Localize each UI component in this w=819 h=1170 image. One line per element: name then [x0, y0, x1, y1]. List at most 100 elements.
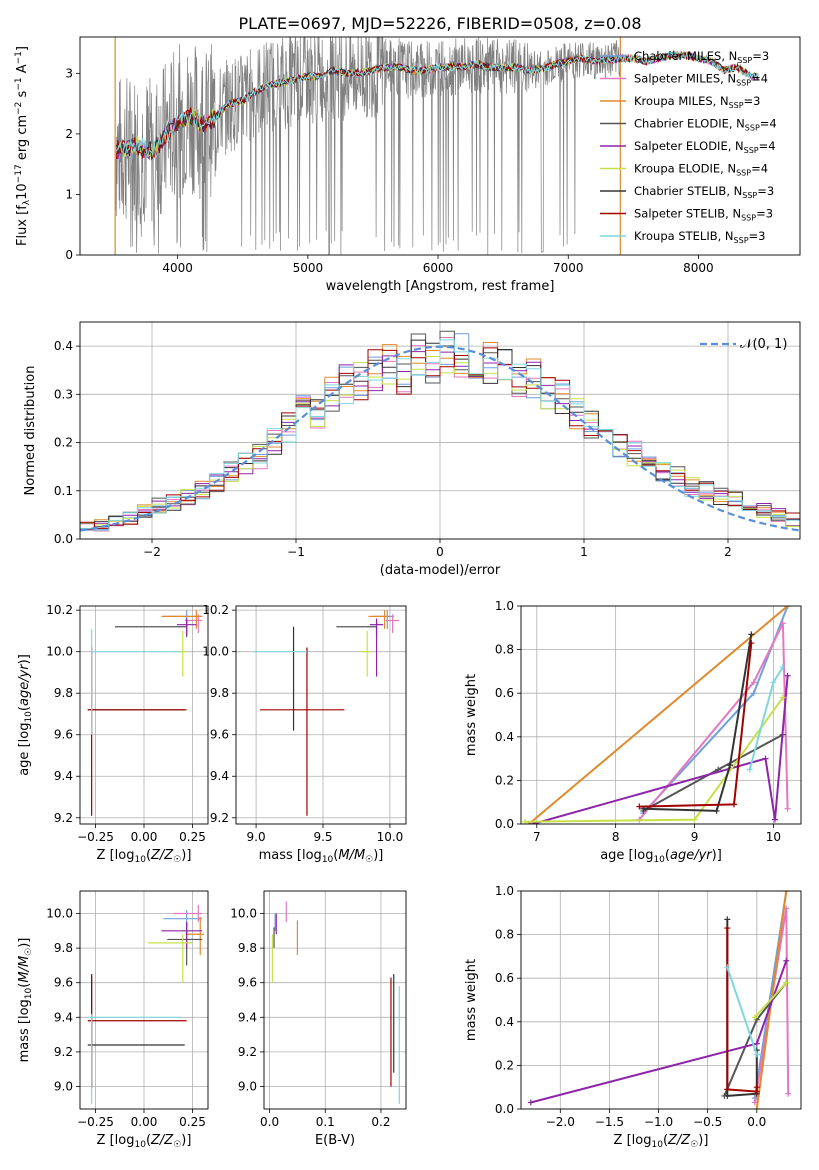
y-tick-label: 10.0 — [46, 906, 73, 920]
legend-label-suffix: =4 — [759, 139, 776, 153]
x-tick-label: 1 — [580, 545, 588, 559]
y-tick-label: 9.8 — [54, 941, 73, 955]
y-axis-label-part: ☉ — [24, 948, 34, 956]
weight-marker — [751, 1014, 758, 1021]
x-axis-label-part: 10 — [653, 855, 665, 865]
y-tick-label: 9.4 — [210, 769, 229, 783]
y-tick-label: 0.4 — [495, 1015, 514, 1029]
legend-label-text: Salpeter STELIB, N — [634, 207, 741, 221]
errorbar-clip — [87, 610, 203, 816]
x-axis-label: E(B-V) — [315, 1133, 355, 1148]
y-tick-label: 9.0 — [238, 1080, 257, 1094]
legend-label-text: Kroupa STELIB, N — [634, 229, 734, 243]
y-axis-label-part: −1 — [14, 77, 24, 90]
axes-frame — [79, 321, 801, 540]
y-tick-label: 0.1 — [54, 484, 73, 498]
x-axis-label-part: Z/Z — [150, 848, 174, 863]
x-tick-label: −1.0 — [644, 1115, 673, 1129]
weight-marker — [527, 1099, 534, 1106]
y-tick-label: 10.2 — [46, 603, 73, 617]
x-axis-label-part: ( — [146, 1133, 151, 1148]
x-axis-label-part: (data-model)/error — [380, 563, 501, 578]
x-tick-label: 9 — [691, 830, 699, 844]
x-tick-label: 7 — [533, 830, 541, 844]
y-axis-label-part: 10 — [24, 987, 34, 999]
legend-label-text: Salpeter MILES, N — [634, 72, 736, 86]
weight-marker — [724, 1086, 731, 1093]
axes-5: −0.25 0.00 0.25 9.0 9.2 9.4 9.6 9.8 10.0 — [46, 891, 208, 1129]
weight-line-kroupa-stelib — [726, 966, 758, 1055]
axes-7: −2.0 −1.5 −1.0 −0.5 0.0 0.0 0.2 0.4 0.6 0.8 1.0 — [495, 884, 801, 1129]
x-axis-label-part: 10 — [322, 855, 334, 865]
weight-marker — [713, 807, 720, 814]
x-tick-label: −0.25 — [77, 830, 114, 844]
x-axis-label: mass [log10(M/M☉)] — [259, 848, 384, 865]
x-axis-label: Z [log10(Z/Z☉)] — [97, 848, 192, 865]
legend-label-subscript: SSP — [737, 56, 752, 65]
errorbar-salpeter-elodie — [176, 618, 197, 636]
x-tick-label: 8000 — [683, 261, 714, 275]
axes-2: −0.25 0.00 0.25 9.2 9.4 9.6 9.8 10.0 10.2 — [46, 603, 208, 844]
legend-label-suffix: =3 — [756, 207, 773, 221]
weight-marker — [783, 891, 790, 894]
y-tick-label: 0.2 — [495, 1058, 514, 1072]
legend-label-suffix: =3 — [752, 49, 769, 63]
weight-marker — [753, 1051, 760, 1058]
x-axis-label-part: ( — [663, 1133, 668, 1148]
y-axis-label: mass weight — [464, 674, 479, 756]
y-tick-label: 10.0 — [46, 645, 73, 659]
y-axis-label-part: age [log — [17, 723, 32, 776]
y-tick-label: 9.0 — [54, 1080, 73, 1094]
x-tick-label: 0.00 — [131, 830, 158, 844]
axes-frame — [520, 890, 802, 1110]
y-tick-label: 0.6 — [495, 971, 514, 985]
weight-marker — [753, 1106, 760, 1109]
y-axis-label-part: −1 — [14, 51, 24, 64]
legend-label-suffix: =3 — [757, 184, 774, 198]
x-axis-label-part: )] — [373, 848, 383, 863]
legend-label-suffix: =3 — [744, 94, 761, 108]
errorbar-kroupa-miles — [186, 916, 205, 956]
line-clip — [527, 891, 792, 1109]
weight-marker — [750, 679, 757, 686]
page-title: PLATE=0697, MJD=52226, FIBERID=0508, z=0… — [238, 14, 641, 33]
x-axis-label-part: )] — [181, 848, 191, 863]
x-axis-label-part: ( — [333, 848, 338, 863]
weight-marker — [748, 631, 755, 638]
errorbar-clip — [87, 904, 205, 1104]
weight-line-chabrier-stelib — [643, 634, 753, 812]
y-tick-label: 1 — [65, 187, 73, 201]
y-axis-label-part: Normed distribution — [23, 366, 38, 496]
x-axis-label: age [log10(age/yr)] — [600, 848, 722, 865]
errorbar-kroupa-miles — [161, 610, 203, 629]
errorbar-salpeter-miles — [184, 614, 203, 633]
x-tick-label: 0.25 — [179, 1115, 206, 1129]
x-axis-label-part: )] — [181, 1133, 191, 1148]
legend-label-text: Chabrier ELODIE, N — [634, 117, 745, 131]
weight-line-kroupa-miles — [528, 606, 789, 824]
y-tick-label: 0.3 — [54, 387, 73, 401]
y-tick-label: 9.4 — [238, 1010, 257, 1024]
legend-label: Salpeter MILES, NSSP=4 — [634, 72, 768, 88]
y-axis-label-part: age/yr — [17, 663, 32, 706]
legend-label: Kroupa MILES, NSSP=3 — [634, 94, 760, 110]
x-tick-label: 9.5 — [313, 830, 332, 844]
legend-label-subscript: SSP — [736, 79, 751, 88]
y-axis-label: age [log10(age/yr)] — [17, 654, 34, 776]
x-tick-label: 0.1 — [316, 1115, 335, 1129]
line-clip — [521, 606, 791, 824]
legend-label-subscript: SSP — [744, 146, 759, 155]
y-axis-label-part: M/M — [17, 956, 32, 983]
errorbar-kroupa-miles — [368, 610, 389, 629]
legend-label-suffix: =4 — [751, 162, 768, 176]
weight-marker — [730, 801, 737, 808]
y-axis-label-part: mass [log — [17, 999, 32, 1062]
y-axis-label-part: −2 — [14, 102, 24, 115]
legend-label-subscript: SSP — [734, 236, 749, 245]
x-axis-label-part: ( — [665, 848, 670, 863]
errorbar-kroupa-elodie — [360, 630, 372, 677]
plot-background — [236, 606, 406, 824]
x-axis-label-part: mass [log — [259, 848, 322, 863]
y-tick-label: 0.4 — [495, 730, 514, 744]
